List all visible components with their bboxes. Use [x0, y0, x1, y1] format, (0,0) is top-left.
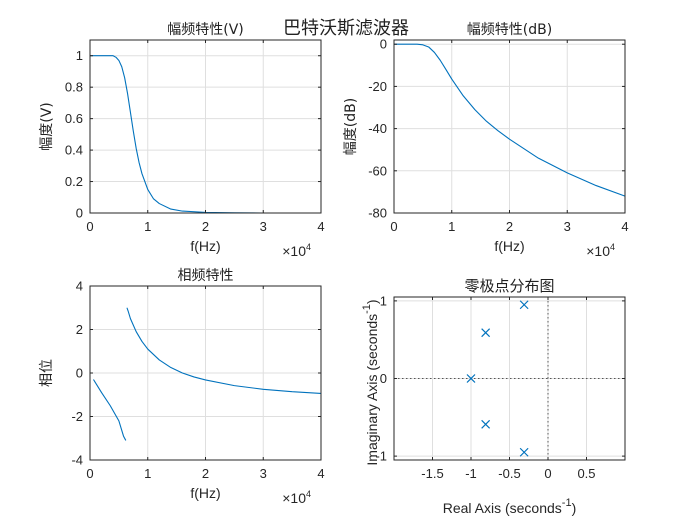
y-tick-label: 1: [380, 293, 387, 308]
x-tick-label: -1.5: [421, 466, 443, 481]
x-exponent-label: ×104: [282, 242, 311, 259]
y-tick-label: -2: [71, 409, 83, 424]
x-tick-label: 4: [621, 219, 628, 234]
y-tick-label: 2: [76, 322, 83, 337]
pole-marker: [519, 447, 529, 457]
x-axis-label: f(Hz): [190, 238, 220, 254]
x-tick-label: 4: [317, 219, 324, 234]
pole-marker: [466, 374, 476, 383]
series-line: [93, 307, 322, 441]
axes-title: 相频特性: [178, 268, 234, 284]
x-exponent-power: 4: [610, 242, 615, 252]
x-tick-label: 0: [86, 219, 93, 234]
pole-marker: [481, 419, 491, 429]
x-tick-label: 3: [564, 219, 571, 234]
x-axis-label: Real Axis (seconds-1): [443, 497, 577, 516]
y-axis-label-text: Imaginary Axis (seconds: [364, 314, 380, 466]
x-tick-label: 1: [448, 219, 455, 234]
figure-suptitle: 巴特沃斯滤波器: [283, 18, 409, 39]
x-tick-label: 3: [260, 219, 267, 234]
x-exponent-power: 4: [306, 242, 311, 252]
y-axis-label: 幅度(V): [39, 102, 55, 151]
axes-title: 零极点分布图: [464, 277, 554, 295]
y-tick-label: -40: [368, 121, 387, 136]
y-tick-label: -60: [368, 163, 387, 178]
x-axis-label-text: Real Axis (seconds: [443, 500, 562, 516]
y-tick-label: 0.4: [65, 143, 83, 158]
x-tick-label: 2: [202, 466, 209, 481]
y-tick-label: 4: [76, 279, 83, 294]
plot-magnitude-db: 0 1 2 3 4 -80 -60 -40 -20 0 幅频特性(dB) f(Hz) 幅度(dB) ×10…: [343, 22, 629, 259]
x-exponent-label: ×104: [282, 489, 311, 506]
x-axis-label-end: ): [572, 500, 577, 516]
y-tick-label: -20: [368, 79, 387, 94]
y-tick-label: 0: [380, 37, 387, 52]
x-tick-label: 4: [317, 466, 324, 481]
x-exponent-base: ×10: [282, 243, 306, 259]
axes-title: 幅频特性(V): [167, 22, 244, 38]
x-exponent-label: ×104: [586, 242, 615, 259]
x-exponent-power: 4: [306, 489, 311, 499]
x-tick-label: 1: [144, 219, 151, 234]
x-tick-label: 1: [144, 466, 151, 481]
x-tick-label: 0: [86, 466, 93, 481]
pole-marker-stroke: [481, 328, 491, 338]
x-tick-label: 2: [202, 219, 209, 234]
y-axis-label: 相位: [39, 359, 55, 387]
y-tick-label: 0: [76, 206, 83, 221]
axes-title: 幅频特性(dB): [467, 22, 552, 38]
pole-marker-stroke: [466, 374, 476, 383]
y-axis-label-end: ): [364, 299, 380, 304]
x-axis-label: f(Hz): [190, 485, 220, 501]
x-tick-label: 0: [390, 219, 397, 234]
x-tick-label: -0.5: [498, 466, 520, 481]
x-tick-label: 3: [260, 466, 267, 481]
x-exponent-base: ×10: [586, 243, 610, 259]
y-tick-label: 0.6: [65, 111, 83, 126]
x-tick-label: 0.5: [577, 466, 595, 481]
pole-marker: [519, 300, 529, 310]
x-tick-label: 2: [506, 219, 513, 234]
plot-pole-zero: -1.5 -1 -0.5 0 0.5 -1 0 1 零极点分布图 Real Axis (secon…: [361, 277, 626, 516]
y-axis-label-sup: -1: [361, 304, 373, 314]
x-axis-label: f(Hz): [494, 238, 524, 254]
y-axis-label: 幅度(dB): [343, 98, 359, 155]
pole-marker-stroke: [481, 419, 491, 429]
y-tick-label: 0.2: [65, 174, 83, 189]
y-axis-label: Imaginary Axis (seconds-1): [361, 299, 380, 465]
y-tick-label: 0: [76, 366, 83, 381]
x-exponent-base: ×10: [282, 490, 306, 506]
y-tick-label: -1: [375, 449, 387, 464]
y-tick-label: 0.8: [65, 80, 83, 95]
y-tick-label: 1: [76, 48, 83, 63]
pole-marker-stroke: [519, 300, 529, 310]
x-tick-label: 0: [544, 466, 551, 481]
x-tick-label: -1: [465, 466, 477, 481]
pole-marker: [481, 328, 491, 338]
series-line: [394, 43, 626, 197]
y-tick-label: -80: [368, 206, 387, 221]
y-tick-label: 0: [380, 371, 387, 386]
series-line: [90, 55, 321, 214]
x-axis-label-sup: -1: [562, 497, 572, 509]
pole-marker-stroke: [519, 447, 529, 457]
y-tick-label: -4: [71, 453, 83, 468]
